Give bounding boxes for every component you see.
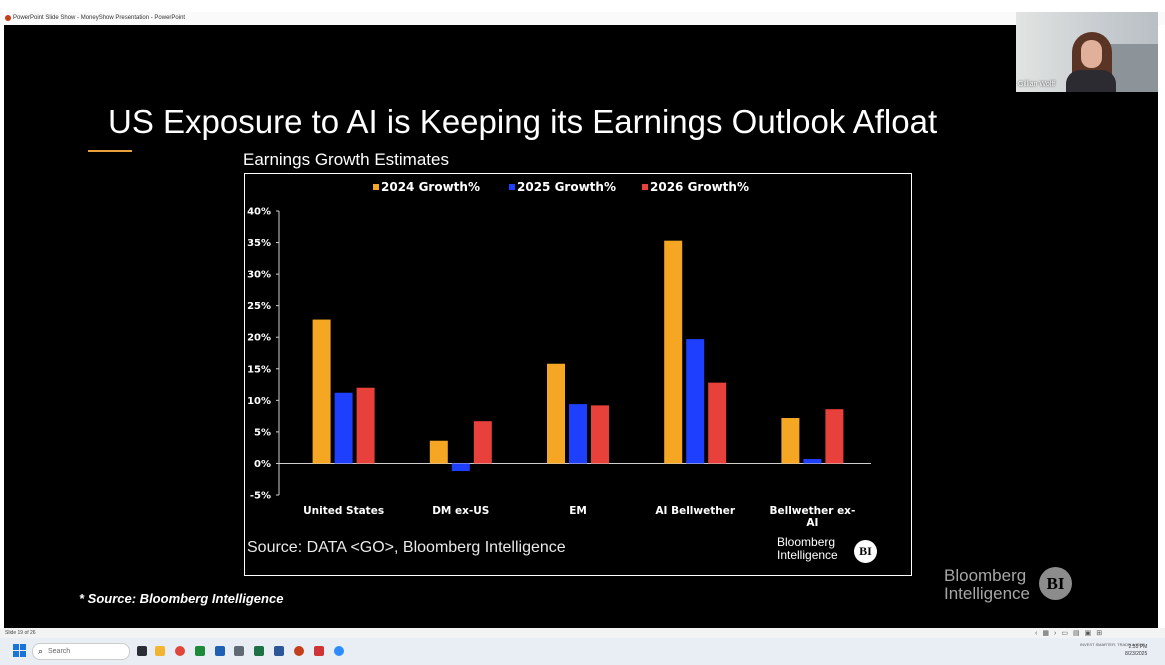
y-tick-label: 30% [247,270,271,281]
title-accent-line [88,150,132,152]
slide-sorter-icon[interactable]: ▤ [1072,630,1085,637]
x-category-label: Bellwether ex- [769,505,855,517]
bar [825,409,844,464]
webcam-person-body [1066,70,1116,92]
tray-text: INVEST SMARTER, TRADE WISER [1080,642,1145,647]
next-slide-icon[interactable]: › [1053,630,1062,637]
bi-badge: BI [1039,567,1072,600]
bar [781,418,800,464]
bar [803,459,822,464]
presenter-view-icon[interactable]: ⊞ [1096,630,1108,637]
logo-big-line1: Bloomberg [944,566,1027,585]
slide-canvas[interactable]: US Exposure to AI is Keeping its Earning… [4,25,1158,628]
excel-icon[interactable] [254,646,264,656]
clock-time: 2:55 PM [1128,644,1148,650]
bar [664,240,683,464]
grid-view-icon[interactable]: ▦ [1042,630,1054,637]
bar [473,421,492,464]
bar [334,392,353,464]
bar [708,382,727,464]
powerpoint-icon [5,15,11,21]
app-icon-green[interactable] [195,646,205,656]
bar [356,387,375,464]
webcam-desk [1108,44,1158,92]
x-category-label: AI [806,517,818,529]
y-tick-label: 0% [254,459,271,470]
clock-date: 8/23/2025 [1125,651,1148,657]
bar [312,319,331,464]
bar-chart: -5% 0% 5% 10% 15% 20% 25% 30% 35% 40% United State… [247,180,871,529]
chart-title: Earnings Growth Estimates [243,150,449,169]
normal-view-icon[interactable]: ▭ [1061,630,1073,637]
slide-title: US Exposure to AI is Keeping its Earning… [108,103,938,140]
bi-badge-small: BI [854,540,877,563]
bloomberg-intelligence-logo: Bloomberg Intelligence [944,567,1030,603]
app-icon-gray[interactable] [234,646,244,656]
bar [686,339,705,464]
bar [591,405,609,464]
slideshow-status-bar: Slide 19 of 26 ‹▦›▭▤▣⊞ [0,628,1165,638]
search-icon: ⌕ [38,646,44,656]
taskbar-search-box[interactable]: ⌕ Search [32,643,130,660]
legend-swatch [509,184,515,190]
start-tile [20,651,26,657]
x-category-label: AI Bellwether [655,505,735,517]
bloomberg-intelligence-logo-small: Bloomberg Intelligence [777,536,838,562]
window-title: PowerPoint Slide Show - MoneyShow Presen… [13,15,186,21]
webcam-person-face [1081,40,1102,68]
slide-counter: Slide 19 of 26 [5,630,36,636]
legend-swatch [642,184,648,190]
logo-small-line1: Bloomberg [777,535,836,549]
legend-label: 2026 Growth% [650,180,749,194]
windows-start-icon[interactable] [13,644,26,657]
start-tile [13,644,19,650]
slide-footnote: * Source: Bloomberg Intelligence [79,591,284,606]
bar [429,440,448,464]
reading-view-icon[interactable]: ▣ [1084,630,1097,637]
slideshow-controls: ‹▦›▭▤▣⊞ [1035,629,1107,637]
x-category-label: DM ex-US [432,505,489,517]
legend-label: 2025 Growth% [517,180,616,194]
y-tick-label: 20% [247,333,271,344]
chart-source: Source: DATA <GO>, Bloomberg Intelligenc… [247,539,566,556]
y-tick-label: 10% [247,396,271,407]
y-tick-label: -5% [250,491,271,502]
chart-frame: -5% 0% 5% 10% 15% 20% 25% 30% 35% 40% United State… [244,173,912,576]
system-clock[interactable]: 2:55 PM 8/23/2025 [1125,644,1147,658]
window-title-bar: PowerPoint Slide Show - MoneyShow Presen… [0,12,1165,25]
windows-taskbar: ⌕ Search INVEST SMARTER, TRADE WISER 2:5… [0,638,1165,665]
app-icon-red[interactable] [314,646,324,656]
logo-big-line2: Intelligence [944,584,1031,603]
task-view-icon[interactable] [137,646,147,656]
y-tick-label: 5% [254,427,271,438]
word-icon[interactable] [274,646,284,656]
zoom-icon[interactable] [334,646,344,656]
webcam-participant-name: Gillian Wolff [1018,81,1056,88]
chrome-icon[interactable] [175,646,185,656]
x-category-label: United States [303,505,384,517]
x-category-label: EM [569,505,587,517]
y-tick-label: 15% [247,364,271,375]
bar [547,363,565,464]
start-tile [20,644,26,650]
app-icon-blue[interactable] [215,646,225,656]
y-tick-label: 25% [247,301,271,312]
legend-swatch [373,184,379,190]
logo-small-line2: Intelligence [777,548,838,562]
file-explorer-icon[interactable] [155,646,165,656]
powerpoint-taskbar-icon[interactable] [294,646,304,656]
start-tile [13,651,19,657]
bar [569,404,587,464]
bar [451,463,470,472]
webcam-video[interactable]: Gillian Wolff [1016,12,1158,92]
taskbar-search-placeholder: Search [48,648,71,655]
legend-label: 2024 Growth% [381,180,480,194]
y-tick-label: 35% [247,238,271,249]
prev-slide-icon[interactable]: ‹ [1035,630,1043,637]
y-tick-label: 40% [247,207,271,218]
